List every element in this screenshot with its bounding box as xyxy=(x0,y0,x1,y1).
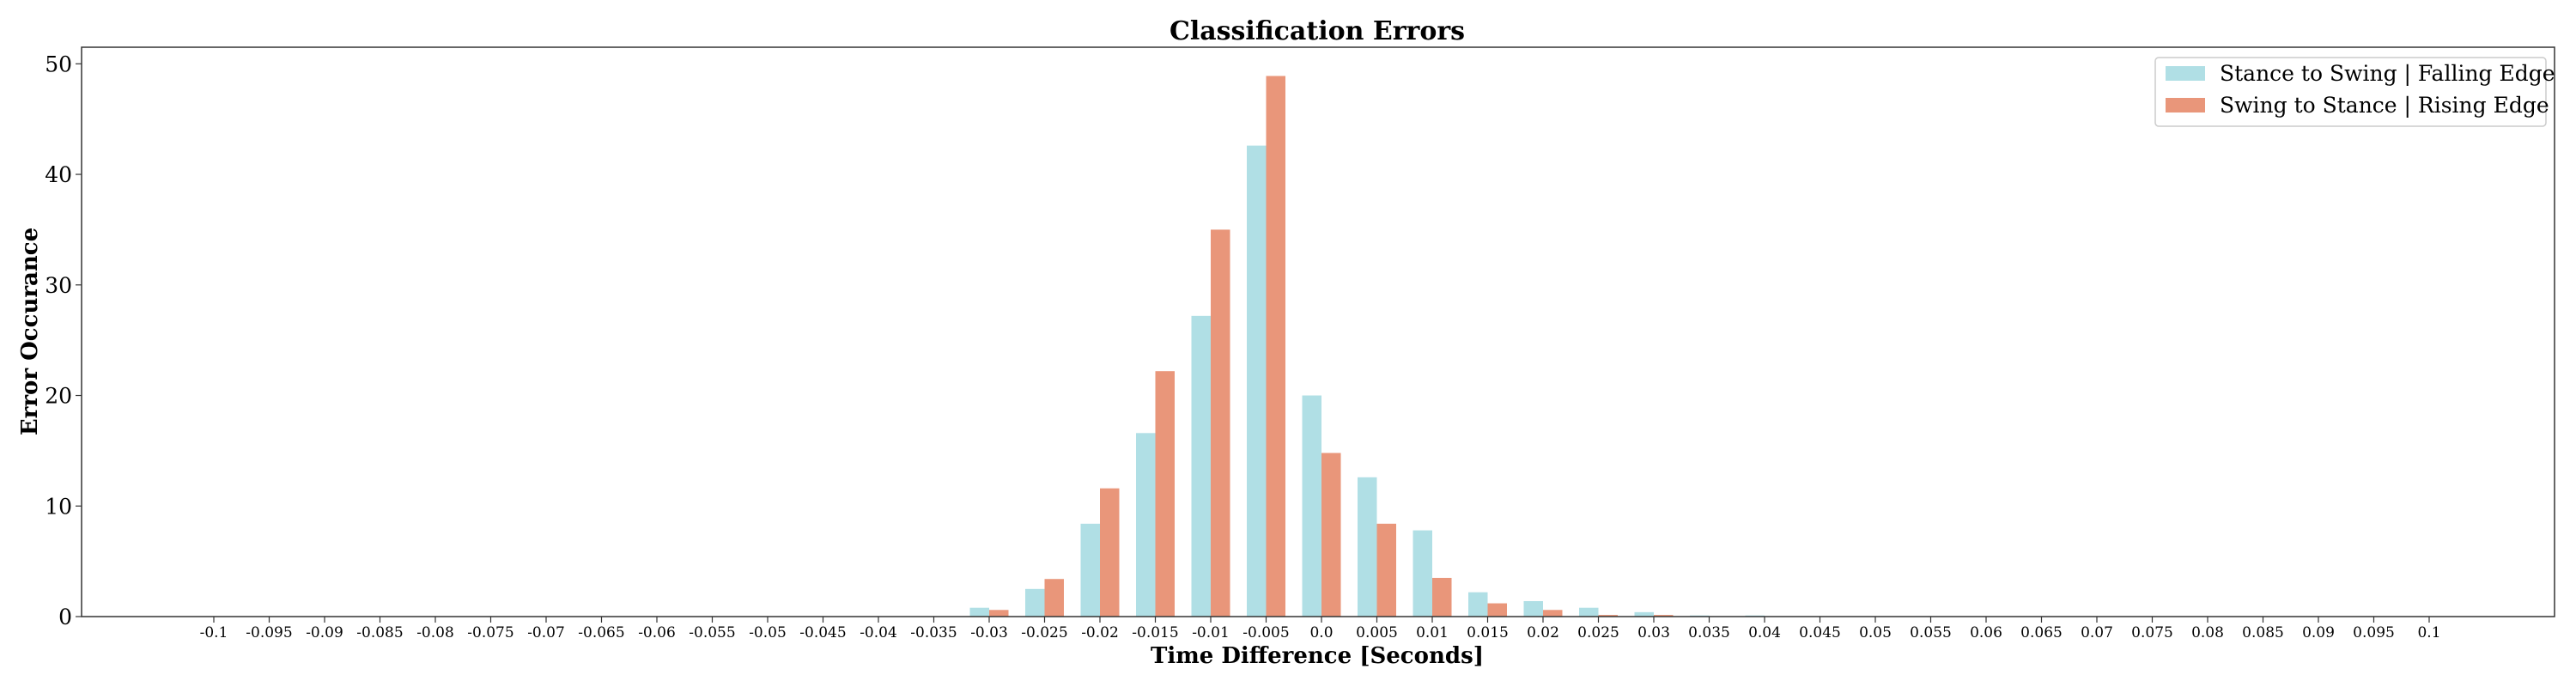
y-tick-label: 40 xyxy=(45,162,72,187)
x-tick-label: -0.09 xyxy=(306,624,343,641)
legend-frame xyxy=(2154,57,2547,127)
x-tick-label: -0.065 xyxy=(578,624,624,641)
y-tick-label: 30 xyxy=(45,273,72,298)
bar-rising-0.015 xyxy=(1487,603,1507,617)
x-tick-label: 0.05 xyxy=(1859,624,1892,641)
x-tick-label: 0.095 xyxy=(2353,624,2395,641)
x-tick-label: -0.1 xyxy=(200,624,228,641)
x-tick-label: 0.03 xyxy=(1637,624,1670,641)
bar-rising--0.005 xyxy=(1266,76,1285,617)
x-tick-label: 0.1 xyxy=(2417,624,2440,641)
x-tick-label: 0.09 xyxy=(2302,624,2335,641)
x-tick-label: -0.01 xyxy=(1192,624,1230,641)
bar-rising-0.0 xyxy=(1321,453,1341,617)
x-tick-label: 0.06 xyxy=(1970,624,2002,641)
bar-falling--0.02 xyxy=(1080,523,1100,617)
x-tick-label: -0.035 xyxy=(910,624,957,641)
x-tick-label: 0.055 xyxy=(1910,624,1952,641)
y-tick-label: 10 xyxy=(45,494,72,519)
bar-rising--0.03 xyxy=(989,610,1009,617)
legend-label-falling-edge: Stance to Swing | Falling Edge xyxy=(2220,61,2555,87)
x-tick-label: -0.045 xyxy=(799,624,846,641)
y-tick-label: 50 xyxy=(45,52,72,76)
bar-falling-0.02 xyxy=(1523,600,1543,617)
x-tick-label: -0.02 xyxy=(1081,624,1119,641)
x-tick-label: 0.015 xyxy=(1467,624,1509,641)
x-tick-label: -0.005 xyxy=(1242,624,1289,641)
chart-title: Classification Errors xyxy=(1170,16,1465,46)
bar-rising--0.02 xyxy=(1100,488,1120,617)
bar-rising-0.01 xyxy=(1432,577,1452,617)
bar-rising-0.025 xyxy=(1598,615,1618,617)
x-tick-label: -0.075 xyxy=(467,624,513,641)
x-tick-label: 0.005 xyxy=(1356,624,1398,641)
bar-falling-0.01 xyxy=(1413,530,1432,617)
bar-falling--0.01 xyxy=(1191,315,1211,617)
legend: Stance to Swing | Falling Edge Swing to … xyxy=(2154,57,2555,127)
x-tick-label: -0.095 xyxy=(246,624,292,641)
legend-swatch-rising-edge xyxy=(2166,98,2205,112)
bars-layer xyxy=(969,76,1765,617)
y-axis: 0 10 20 30 40 50 xyxy=(45,52,82,629)
x-tick-label: 0.04 xyxy=(1748,624,1781,641)
x-tick-label: -0.08 xyxy=(416,624,454,641)
x-tick-label: 0.075 xyxy=(2131,624,2173,641)
x-tick-label: -0.025 xyxy=(1021,624,1067,641)
bar-rising--0.015 xyxy=(1155,371,1175,617)
bar-falling-0.0 xyxy=(1302,395,1321,617)
x-axis-title: Time Difference [Seconds] xyxy=(1151,643,1484,669)
bar-rising-0.03 xyxy=(1654,615,1674,617)
x-tick-label: 0.0 xyxy=(1309,624,1333,641)
bar-falling--0.005 xyxy=(1247,145,1267,617)
x-tick-label: -0.05 xyxy=(749,624,787,641)
x-tick-label: -0.07 xyxy=(527,624,565,641)
bar-rising-0.02 xyxy=(1543,610,1563,617)
legend-label-rising-edge: Swing to Stance | Rising Edge xyxy=(2220,93,2549,119)
bar-rising--0.025 xyxy=(1044,579,1064,617)
bar-falling--0.025 xyxy=(1025,588,1045,617)
x-tick-label: 0.08 xyxy=(2191,624,2224,641)
x-axis: -0.1 -0.095 -0.09 -0.085 -0.08 -0.075 -0.07 -0.… xyxy=(200,617,2441,641)
y-tick-label: 20 xyxy=(45,384,72,409)
x-tick-label: 0.065 xyxy=(2020,624,2063,641)
x-tick-label: 0.045 xyxy=(1799,624,1841,641)
legend-swatch-falling-edge xyxy=(2166,66,2205,81)
x-tick-label: 0.01 xyxy=(1416,624,1449,641)
x-tick-label: -0.03 xyxy=(970,624,1008,641)
x-tick-label: 0.07 xyxy=(2081,624,2113,641)
x-tick-label: 0.02 xyxy=(1527,624,1559,641)
x-tick-label: -0.015 xyxy=(1132,624,1178,641)
bar-falling--0.03 xyxy=(969,607,989,617)
y-axis-title: Error Occurance xyxy=(17,228,43,435)
y-tick-label: 0 xyxy=(58,605,72,629)
bar-rising-0.005 xyxy=(1376,523,1396,617)
x-tick-label: -0.04 xyxy=(860,624,897,641)
bar-falling--0.015 xyxy=(1136,433,1156,617)
x-tick-label: -0.085 xyxy=(356,624,403,641)
x-tick-label: 0.085 xyxy=(2242,624,2284,641)
x-tick-label: 0.035 xyxy=(1688,624,1730,641)
bar-falling-0.015 xyxy=(1468,592,1488,617)
x-tick-label: -0.06 xyxy=(638,624,676,641)
bar-falling-0.005 xyxy=(1358,477,1377,617)
x-tick-label: -0.055 xyxy=(689,624,735,641)
plot-frame xyxy=(81,46,2555,617)
x-tick-label: 0.025 xyxy=(1577,624,1619,641)
bar-falling-0.025 xyxy=(1579,607,1599,617)
bar-falling-0.03 xyxy=(1634,611,1654,617)
bar-rising--0.01 xyxy=(1211,229,1230,617)
